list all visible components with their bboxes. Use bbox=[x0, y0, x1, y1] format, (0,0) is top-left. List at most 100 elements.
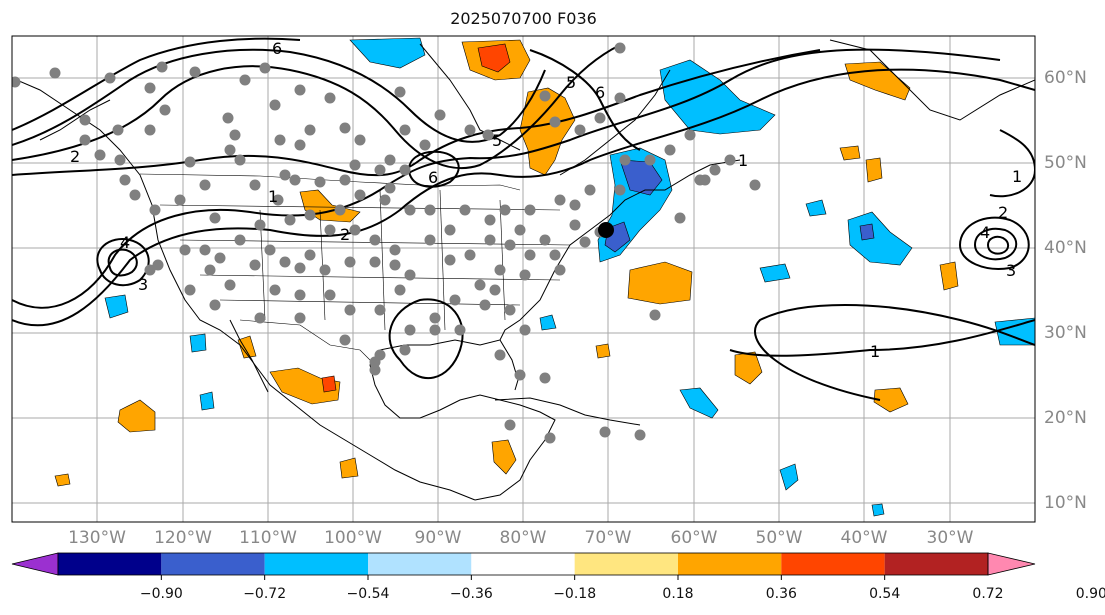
contour-label: 2 bbox=[70, 147, 80, 166]
station-dot bbox=[504, 304, 516, 316]
station-dot bbox=[274, 134, 286, 146]
station-dot bbox=[614, 92, 626, 104]
station-dot bbox=[79, 134, 91, 146]
station-dot bbox=[344, 304, 356, 316]
station-dot bbox=[399, 344, 411, 356]
station-dot bbox=[294, 312, 306, 324]
station-dot bbox=[419, 139, 431, 151]
station-dot bbox=[519, 324, 531, 336]
station-dot bbox=[444, 224, 456, 236]
station-dot bbox=[394, 284, 406, 296]
station-dot bbox=[159, 104, 171, 116]
station-dot bbox=[634, 429, 646, 441]
longitude-label: 80°W bbox=[499, 528, 547, 548]
station-dot bbox=[339, 334, 351, 346]
station-dot bbox=[129, 189, 141, 201]
station-dot bbox=[279, 169, 291, 181]
station-dot bbox=[344, 256, 356, 268]
station-dot bbox=[112, 124, 124, 136]
colorbar-tick-label: 0.90 bbox=[1075, 586, 1105, 602]
station-dot bbox=[304, 249, 316, 261]
latitude-label: 50°N bbox=[1044, 153, 1087, 173]
station-dot bbox=[429, 312, 441, 324]
contour-label: 5 bbox=[492, 131, 502, 150]
station-dot bbox=[374, 164, 386, 176]
station-dot bbox=[294, 139, 306, 151]
station-dot bbox=[284, 214, 296, 226]
station-dot bbox=[304, 209, 316, 221]
station-dot bbox=[549, 249, 561, 261]
station-dot bbox=[709, 164, 721, 176]
station-dot bbox=[214, 252, 226, 264]
station-dot bbox=[144, 264, 156, 276]
station-dot bbox=[229, 129, 241, 141]
station-dot bbox=[454, 324, 466, 336]
station-dot bbox=[404, 204, 416, 216]
station-dot bbox=[289, 174, 301, 186]
station-dot bbox=[272, 194, 284, 206]
longitude-label: 100°W bbox=[324, 528, 382, 548]
station-dot bbox=[249, 179, 261, 191]
station-dot bbox=[174, 194, 186, 206]
station-dot bbox=[404, 324, 416, 336]
station-dot bbox=[524, 249, 536, 261]
colorbar bbox=[11, 552, 1036, 580]
station-dot bbox=[394, 86, 406, 98]
latitude-label: 20°N bbox=[1044, 408, 1087, 428]
contour-lines bbox=[12, 37, 1035, 401]
station-dot bbox=[389, 259, 401, 271]
station-dot bbox=[104, 72, 116, 84]
contour-label: 3 bbox=[138, 275, 148, 294]
station-dot bbox=[12, 76, 21, 88]
contour-label: 6 bbox=[595, 83, 605, 102]
station-dot bbox=[434, 109, 446, 121]
latitude-label: 30°N bbox=[1044, 323, 1087, 343]
station-dot bbox=[184, 156, 196, 168]
station-dot bbox=[619, 154, 631, 166]
colorbar-segment bbox=[471, 553, 575, 575]
station-dot bbox=[189, 66, 201, 78]
station-dot bbox=[324, 289, 336, 301]
marker-dot bbox=[598, 222, 614, 238]
contour-label: 5 bbox=[566, 73, 576, 92]
colorbar-segment bbox=[574, 553, 678, 575]
contour-label: 1 bbox=[870, 342, 880, 361]
station-dot bbox=[459, 204, 471, 216]
station-dot bbox=[319, 264, 331, 276]
longitude-label: 30°W bbox=[926, 528, 974, 548]
contour-label: 2 bbox=[998, 203, 1008, 222]
station-dot bbox=[119, 174, 131, 186]
station-dot bbox=[304, 124, 316, 136]
station-dot bbox=[482, 129, 494, 141]
station-dot bbox=[249, 259, 261, 271]
station-dot bbox=[674, 212, 686, 224]
station-dot bbox=[449, 294, 461, 306]
station-dot bbox=[49, 67, 61, 79]
station-dot bbox=[156, 61, 168, 73]
station-dot bbox=[444, 254, 456, 266]
station-dots bbox=[12, 42, 761, 444]
station-dot bbox=[499, 204, 511, 216]
station-dot bbox=[114, 154, 126, 166]
station-dot bbox=[584, 184, 596, 196]
station-dot bbox=[334, 204, 346, 216]
station-dot bbox=[684, 129, 696, 141]
station-dot bbox=[504, 239, 516, 251]
station-dot bbox=[209, 299, 221, 311]
station-dot bbox=[514, 369, 526, 381]
station-dot bbox=[199, 179, 211, 191]
station-dot bbox=[349, 224, 361, 236]
station-dot bbox=[569, 199, 581, 211]
station-dot bbox=[199, 244, 211, 256]
station-dot bbox=[369, 234, 381, 246]
station-dot bbox=[149, 204, 161, 216]
station-dot bbox=[489, 284, 501, 296]
contour-label: 1 bbox=[268, 187, 278, 206]
station-dot bbox=[389, 244, 401, 256]
station-dot bbox=[429, 324, 441, 336]
station-dot bbox=[354, 189, 366, 201]
station-dot bbox=[179, 244, 191, 256]
contour-label: 6 bbox=[428, 168, 438, 187]
station-dot bbox=[294, 289, 306, 301]
station-dot bbox=[569, 219, 581, 231]
